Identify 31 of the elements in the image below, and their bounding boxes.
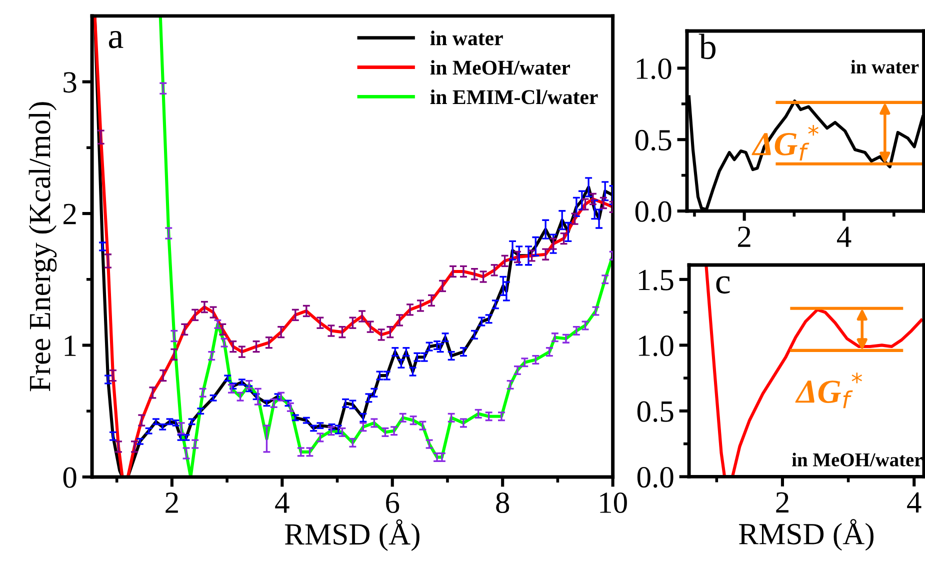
- legend-label: in EMIM-Cl/water: [430, 90, 598, 104]
- y-tick-label: 1.5: [638, 270, 674, 290]
- y-tick-label: 1.0: [636, 58, 672, 80]
- x-tick-label: 8: [496, 492, 510, 514]
- annotation: in water: [850, 60, 919, 74]
- annotation: ΔG$_{f}$$^{*}$: [795, 372, 862, 408]
- y-tick-label: 0.0: [637, 466, 674, 488]
- y-tick-label: 0.5: [635, 130, 672, 151]
- y-tick-label: 0: [63, 467, 76, 488]
- legend-label: in MeOH/water: [430, 60, 570, 75]
- x-tick-label: 10: [600, 492, 627, 514]
- y-tick-label: 1.0: [638, 335, 674, 356]
- y-axis-title: Free Energy (Kcal/mol): [28, 102, 57, 392]
- x-axis-title: RMSD (Å): [739, 518, 874, 551]
- y-tick-label: 0.5: [637, 401, 674, 422]
- x-axis-title: RMSD (Å): [284, 519, 420, 551]
- x-tick-label: 2: [776, 492, 788, 512]
- x-tick-label: 4: [836, 226, 852, 247]
- x-tick-label: 2: [166, 492, 178, 513]
- y-tick-label: 3: [64, 72, 76, 93]
- x-tick-label: 4: [275, 492, 290, 513]
- y-tick-label: 1: [64, 336, 76, 356]
- annotation: a: [108, 30, 124, 48]
- y-tick-label: 2: [64, 204, 76, 224]
- annotation: in MeOH/water: [792, 452, 922, 466]
- y-tick-label: 0.0: [635, 201, 672, 222]
- x-tick-label: 4: [907, 492, 922, 512]
- annotation: c: [716, 276, 730, 294]
- annotation: b: [698, 34, 716, 60]
- x-tick-label: 6: [386, 492, 400, 514]
- legend-label: in water: [430, 30, 503, 46]
